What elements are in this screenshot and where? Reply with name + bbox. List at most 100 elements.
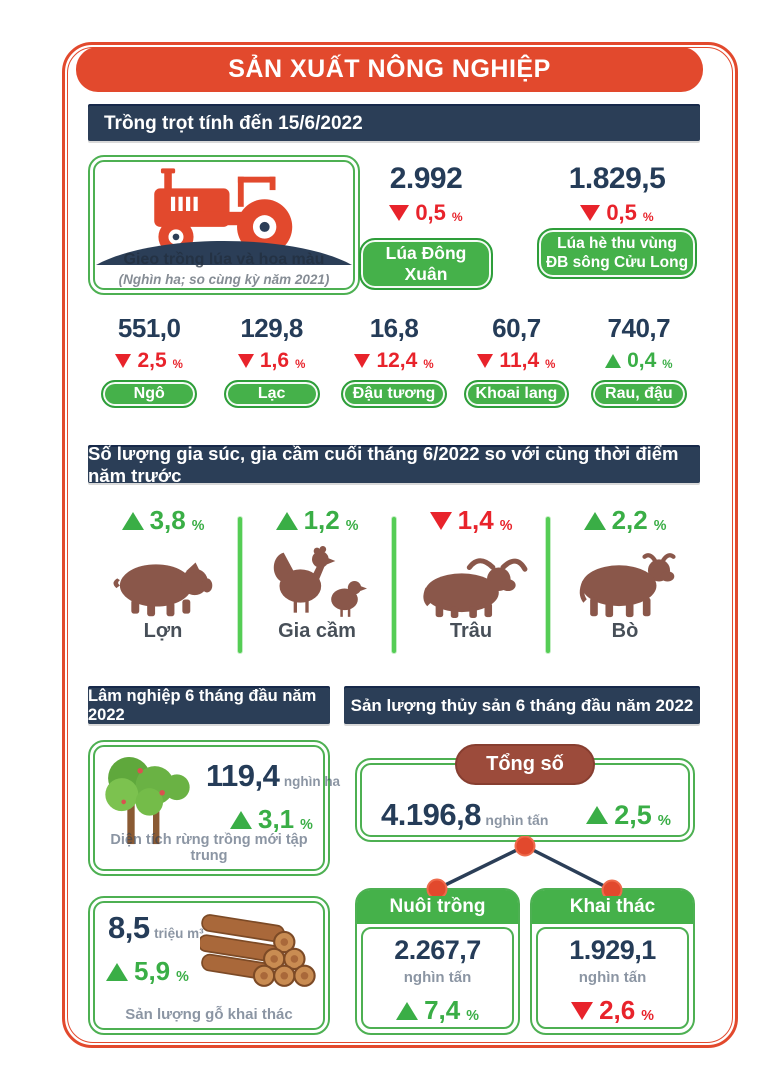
stat-value: 2.992 (389, 162, 463, 195)
fishery-section-header: Sản lượng thủy sản 6 tháng đầu năm 2022 (344, 688, 700, 724)
change-indicator: 3,1% (230, 804, 313, 835)
field-mound-icon (96, 241, 352, 265)
crop-stat: 740,7 0,4% Rau, đậu (578, 313, 700, 415)
change-indicator: 11,4% (477, 349, 555, 373)
cultivation-intro-card: Gieo trồng lúa và hoa màu (Nghìn ha; so … (88, 155, 360, 295)
triangle-icon (230, 810, 252, 829)
livestock-label: Bò (611, 620, 639, 642)
forestry-value-row: 8,5 triệu m³ (108, 910, 204, 946)
stat-value: 740,7 (607, 313, 671, 343)
change-indicator: 5,9% (106, 956, 189, 987)
triangle-icon (275, 511, 298, 530)
triangle-icon (580, 205, 601, 221)
fishery-total-card: 4.196,8 nghìn tấn 2,5% (355, 758, 695, 842)
stat-label-pill: Ngô (101, 380, 198, 408)
fishery-branch-aquaculture: Nuôi trồng 2.267,7 nghìn tấn 7,4% (355, 888, 520, 1035)
triangle-icon (583, 511, 606, 530)
livestock-section-header: Số lượng gia súc, gia cầm cuối tháng 6/2… (88, 443, 700, 486)
fishery-branch-capture: Khai thác 1.929,1 nghìn tấn 2,6% (530, 888, 695, 1035)
forestry-card-planted: 119,4 nghìn ha 3,1% Diện tích rừng trồng… (88, 740, 340, 876)
stat-label-pill: Đậu tương (340, 380, 448, 408)
triangle-icon (106, 962, 128, 981)
livestock-row: 3,8% Lợn (88, 505, 700, 655)
connector-node-icon (601, 879, 623, 896)
stat-value: 8,5 (108, 910, 150, 945)
fishery-total-value-row: 4.196,8 nghìn tấn (381, 797, 548, 833)
triangle-icon (396, 1001, 419, 1020)
connector-node-icon (514, 836, 536, 857)
stat-unit: nghìn tấn (578, 969, 647, 986)
crops-row: 551,0 2,5% Ngô 129,8 1,6% Lạc 16,8 12,4%… (88, 313, 700, 415)
trees-icon (105, 757, 190, 845)
connector-node-icon (426, 878, 448, 896)
cultivation-section-header: Trồng trọt tính đến 15/6/2022 (88, 106, 700, 141)
rice-stat-he-thu: 1.829,5 0,5% Lúa hè thu vùng ĐB sông Cửu… (536, 162, 698, 279)
vertical-divider (546, 517, 550, 653)
connector-lines (426, 836, 623, 896)
crop-stat: 129,8 1,6% Lạc (210, 313, 332, 415)
livestock-stat-cow: 2,2% (550, 505, 700, 655)
triangle-icon (605, 354, 622, 368)
pig-icon (113, 562, 213, 617)
triangle-icon (354, 354, 371, 368)
stat-label-pill: Lúa hè thu vùng ĐB sông Cửu Long (537, 228, 697, 279)
forestry-card-timber: 8,5 triệu m³ 5,9% (88, 896, 330, 1035)
change-indicator: 2,5% (115, 349, 183, 373)
stat-unit: triệu m³ (154, 926, 204, 941)
logs-icon (200, 914, 316, 987)
triangle-icon (121, 511, 144, 530)
triangle-icon (389, 205, 410, 221)
stat-label-pill: Khoai lang (463, 380, 570, 408)
buffalo-icon (423, 558, 528, 618)
fishery-total-label-pill: Tổng số (455, 744, 595, 785)
stat-value: 1.829,5 (568, 162, 666, 195)
forestry-card-caption: Sản lượng gỗ khai thác (125, 1006, 293, 1023)
stat-value: 119,4 (206, 758, 280, 793)
change-indicator: 0,4% (605, 349, 673, 373)
change-indicator: 1,2% (275, 505, 358, 536)
stat-value: 4.196,8 (381, 797, 481, 832)
forestry-value-row: 119,4 nghìn ha (206, 758, 340, 794)
vertical-divider (238, 517, 242, 653)
stat-value: 1.929,1 (569, 935, 656, 965)
change-indicator: 1,4% (429, 505, 512, 536)
page-title: SẢN XUẤT NÔNG NGHIỆP (76, 47, 703, 92)
triangle-icon (429, 511, 452, 530)
change-indicator: 2,5% (586, 800, 671, 831)
livestock-stat-buffalo: 1,4% (396, 505, 546, 655)
change-indicator: 0,5% (389, 200, 463, 226)
stat-unit: nghìn tấn (403, 969, 472, 986)
stat-value: 551,0 (117, 313, 181, 343)
change-indicator: 2,6% (571, 995, 654, 1026)
triangle-icon (571, 1001, 594, 1020)
stat-label-pill: Lạc (223, 380, 320, 408)
stat-label-pill: Lúa Đông Xuân (359, 238, 493, 290)
change-indicator: 2,2% (583, 505, 666, 536)
triangle-icon (477, 354, 494, 368)
livestock-stat-pig: 3,8% Lợn (88, 505, 238, 655)
triangle-icon (586, 806, 609, 824)
change-indicator: 7,4% (396, 995, 479, 1026)
change-indicator: 1,6% (237, 349, 305, 373)
livestock-label: Gia cầm (278, 620, 356, 642)
rice-stat-dong-xuan: 2.992 0,5% Lúa Đông Xuân (358, 162, 494, 290)
crop-stat: 551,0 2,5% Ngô (88, 313, 210, 415)
change-indicator: 3,8% (121, 505, 204, 536)
crop-stat: 60,7 11,4% Khoai lang (455, 313, 577, 415)
stat-unit: nghìn ha (283, 774, 341, 789)
vertical-divider (392, 517, 396, 653)
cow-icon (579, 553, 676, 618)
change-indicator: 12,4% (354, 349, 434, 373)
stat-value: 129,8 (240, 313, 303, 343)
triangle-icon (237, 354, 254, 368)
stat-label-pill: Rau, đậu (590, 380, 687, 408)
triangle-icon (115, 354, 132, 368)
livestock-label: Trâu (449, 620, 493, 642)
stat-unit: nghìn tấn (485, 812, 549, 828)
intro-card-caption: Gieo trồng lúa và hoa màu (123, 251, 325, 268)
livestock-label: Lợn (143, 620, 183, 642)
livestock-stat-poultry: 1,2% (242, 505, 392, 655)
poultry-icon (273, 546, 367, 617)
stat-value: 2.267,7 (394, 935, 481, 965)
